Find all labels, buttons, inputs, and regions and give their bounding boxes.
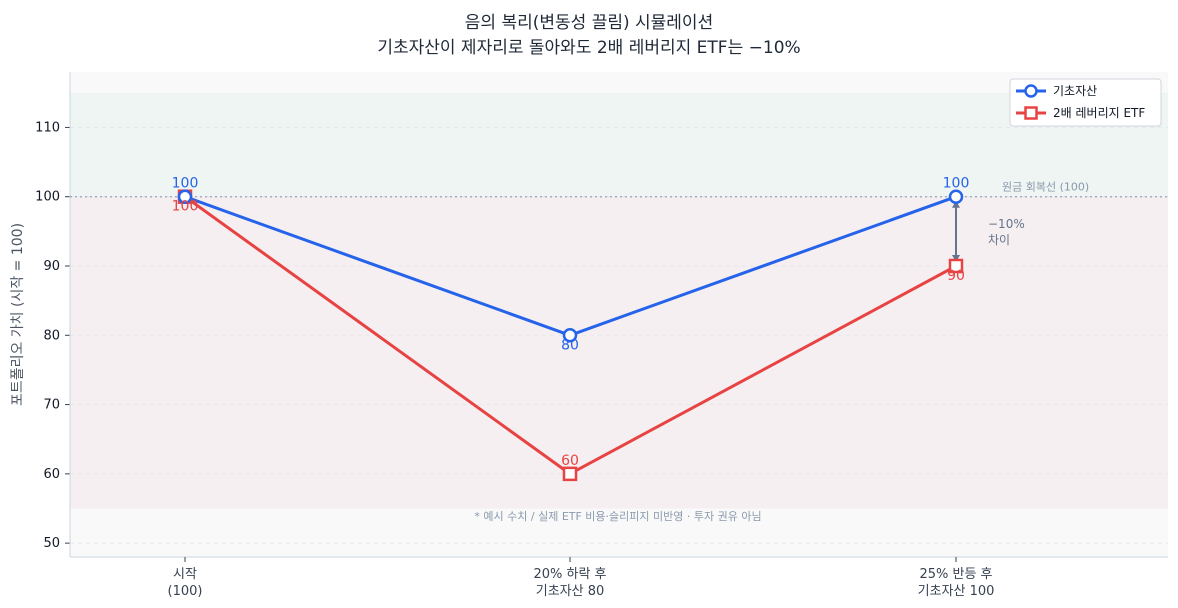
- footnote: * 예시 수치 / 실제 ETF 비용·슬리피지 미반영 · 투자 권유 아님: [474, 510, 761, 523]
- legend-marker-square: [1024, 106, 1038, 120]
- data-point-leverage: [948, 258, 964, 274]
- y-tick-label: 70: [43, 398, 60, 413]
- legend-label: 2배 레버리지 ETF: [1053, 106, 1145, 120]
- data-label-base: 80: [561, 337, 579, 353]
- data-point-base: [177, 189, 193, 204]
- data-label-leverage: 90: [947, 268, 965, 284]
- data-label-base: 100: [172, 176, 199, 192]
- difference-label: −10%: [988, 217, 1025, 231]
- loss-band: [70, 196, 1168, 509]
- y-tick-label: 80: [43, 328, 60, 343]
- y-tick-label: 100: [35, 190, 60, 205]
- reference-line-label: 원금 회복선 (100): [1002, 181, 1089, 194]
- x-tick-label: 시작: [173, 567, 197, 582]
- x-tick-label: 20% 하락 후: [533, 567, 606, 582]
- chart-title: 음의 복리(변동성 끌림) 시뮬레이션: [464, 13, 714, 33]
- legend-marker-circle: [1024, 84, 1038, 98]
- x-tick-label: 25% 반등 후: [919, 567, 992, 582]
- x-tick-label: 기초자산 80: [536, 584, 605, 599]
- data-label-base: 100: [943, 176, 970, 192]
- data-label-leverage: 100: [172, 199, 199, 215]
- data-point-base: [948, 189, 964, 204]
- y-tick-label: 60: [43, 467, 60, 482]
- legend-label: 기초자산: [1053, 84, 1097, 98]
- y-axis-label: 포트폴리오 가치 (시작 = 100): [10, 223, 26, 406]
- data-point-leverage: [562, 466, 578, 482]
- x-tick-label: (100): [168, 584, 203, 599]
- difference-arrow-head-up: [952, 200, 960, 208]
- y-tick-label: 110: [35, 120, 60, 135]
- y-tick-label: 90: [43, 259, 60, 274]
- legend-box: [1009, 78, 1162, 127]
- y-tick-label: 50: [43, 536, 60, 551]
- data-label-leverage: 60: [561, 453, 579, 469]
- chart-subtitle: 기초자산이 제자리로 돌아와도 2배 레버리지 ETF는 −10%: [377, 38, 801, 58]
- gain-band: [70, 92, 1168, 197]
- difference-arrow-head-down: [952, 255, 960, 262]
- difference-label: 차이: [988, 233, 1010, 247]
- x-tick-label: 기초자산 100: [918, 584, 995, 599]
- data-point-base: [562, 328, 578, 343]
